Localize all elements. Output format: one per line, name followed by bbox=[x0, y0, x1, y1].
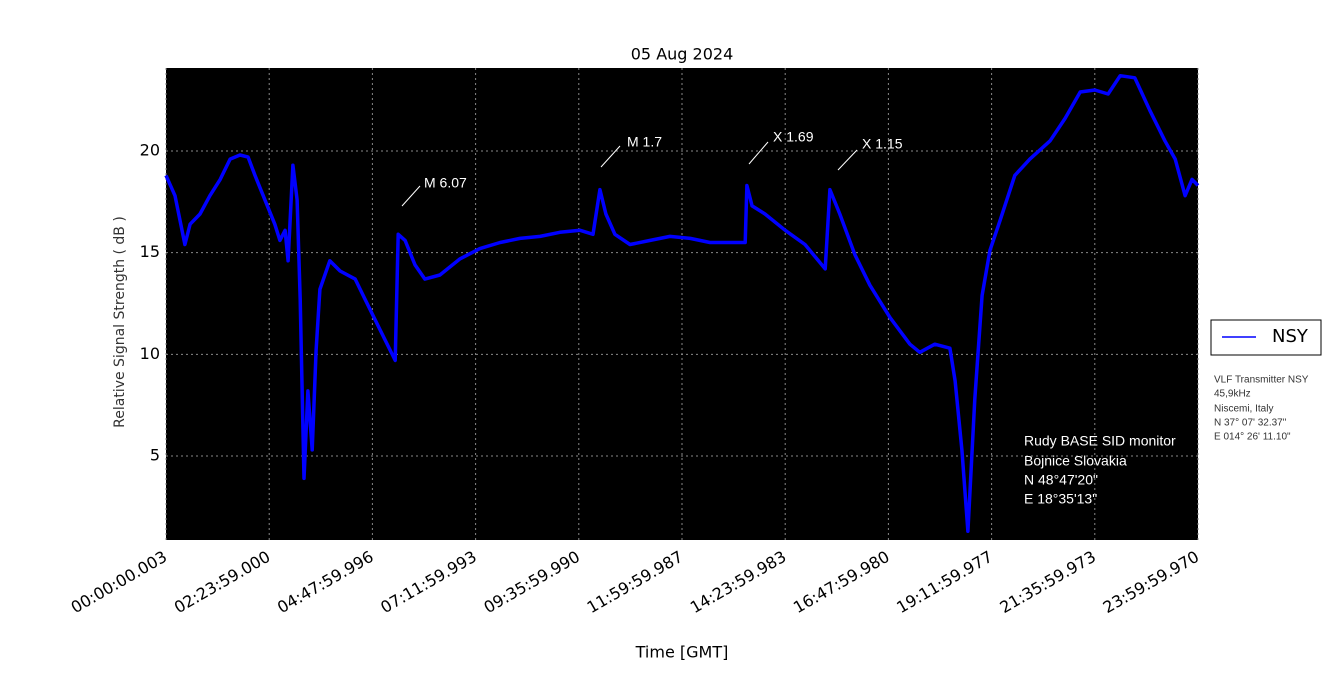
x-tick-label: 16:47:59.980 bbox=[790, 547, 893, 617]
plot bbox=[164, 68, 1200, 540]
leader-line bbox=[837, 149, 858, 171]
annotation: M 6.07 bbox=[424, 175, 467, 191]
x-tick-label: 14:23:59.983 bbox=[687, 547, 790, 617]
annotation: X 1.15 bbox=[862, 136, 903, 152]
leader-line bbox=[748, 141, 769, 165]
transmitter-info: N 37° 07' 32.37" bbox=[1214, 418, 1287, 429]
y-axis-label: Relative Signal Strength ( dB ) bbox=[112, 216, 128, 428]
x-tick-label: 23:59:59.970 bbox=[1100, 547, 1203, 617]
annotation: M 1.7 bbox=[627, 134, 662, 150]
transmitter-info: VLF Transmitter NSY bbox=[1214, 375, 1309, 386]
station-info: E 18°35'13" bbox=[1024, 491, 1097, 507]
x-axis-label: Time [GMT] bbox=[635, 643, 729, 662]
x-tick-label: 09:35:59.990 bbox=[480, 547, 583, 617]
x-tick-label: 07:11:59.993 bbox=[377, 547, 480, 617]
x-tick-label: 02:23:59.000 bbox=[171, 547, 274, 617]
station-info: Rudy BASE SID monitor bbox=[1024, 433, 1176, 449]
transmitter-info: E 014° 26' 11.10" bbox=[1214, 432, 1291, 443]
station-info: Bojnice Slovakia bbox=[1024, 453, 1127, 469]
transmitter-info: Niscemi, Italy bbox=[1214, 404, 1273, 415]
x-tick-label: 00:00:00.003 bbox=[68, 547, 171, 617]
series-line bbox=[164, 73, 1200, 534]
transmitter-info: 45,9kHz bbox=[1214, 389, 1251, 400]
y-tick-label: 15 bbox=[140, 242, 160, 261]
y-tick-label: 20 bbox=[140, 140, 160, 159]
leader-line bbox=[401, 185, 421, 207]
y-tick-label: 10 bbox=[140, 344, 160, 363]
leader-line bbox=[600, 145, 621, 168]
x-tick-label: 04:47:59.996 bbox=[274, 547, 377, 617]
legend-label: NSY bbox=[1272, 326, 1309, 347]
annotation: X 1.69 bbox=[773, 129, 814, 145]
x-tick-label: 21:35:59.973 bbox=[996, 547, 1099, 617]
station-info: N 48°47'20" bbox=[1024, 472, 1098, 488]
chart-title: 05 Aug 2024 bbox=[631, 45, 734, 64]
y-tick-label: 5 bbox=[150, 446, 160, 465]
x-tick-label: 11:59:59.987 bbox=[584, 547, 687, 617]
x-tick-label: 19:11:59.977 bbox=[893, 547, 996, 617]
